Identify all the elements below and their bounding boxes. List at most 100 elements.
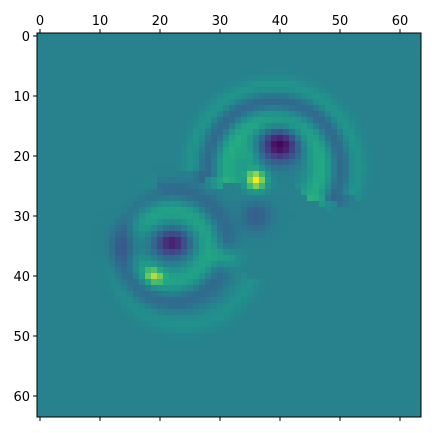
heatmap-cell [277, 291, 284, 298]
heatmap-cell [367, 63, 374, 70]
heatmap-cell [49, 87, 56, 94]
heatmap-cell [373, 261, 380, 268]
heatmap-cell [61, 393, 68, 400]
heatmap-cell [271, 177, 278, 184]
heatmap-cell [151, 321, 158, 328]
heatmap-cell [163, 231, 170, 238]
heatmap-cell [235, 261, 242, 268]
heatmap-cell [367, 93, 374, 100]
heatmap-cell [79, 201, 86, 208]
heatmap-cell [91, 351, 98, 358]
heatmap-cell [49, 105, 56, 112]
heatmap-cell [367, 201, 374, 208]
heatmap-cell [55, 105, 62, 112]
heatmap-cell [229, 351, 236, 358]
heatmap-cell [247, 405, 254, 412]
heatmap-cell [355, 39, 362, 46]
heatmap-cell [241, 177, 248, 184]
heatmap-cell [403, 189, 410, 196]
heatmap-cell [313, 75, 320, 82]
heatmap-cell [217, 243, 224, 250]
heatmap-cell [217, 87, 224, 94]
heatmap-cell [391, 213, 398, 220]
heatmap-cell [127, 117, 134, 124]
heatmap-cell [187, 141, 194, 148]
heatmap-cell [193, 273, 200, 280]
heatmap-cell [373, 231, 380, 238]
heatmap-cell [277, 33, 284, 40]
heatmap-cell [193, 189, 200, 196]
heatmap-cell [355, 117, 362, 124]
heatmap-cell [397, 183, 404, 190]
heatmap-cell [49, 303, 56, 310]
heatmap-cell [163, 171, 170, 178]
heatmap-cell [379, 297, 386, 304]
heatmap-cell [331, 393, 338, 400]
heatmap-cell [97, 333, 104, 340]
heatmap-cell [337, 75, 344, 82]
heatmap-cell [43, 285, 50, 292]
heatmap-cell [247, 75, 254, 82]
heatmap-cell [295, 45, 302, 52]
heatmap-cell [277, 333, 284, 340]
heatmap-cell [217, 369, 224, 376]
heatmap-cell [61, 279, 68, 286]
heatmap-cell [121, 399, 128, 406]
heatmap-cell [193, 153, 200, 160]
heatmap-cell [115, 249, 122, 256]
heatmap-cell [337, 165, 344, 172]
heatmap-cell [157, 165, 164, 172]
heatmap-cell [181, 123, 188, 130]
heatmap-cell [139, 183, 146, 190]
heatmap-cell [115, 33, 122, 40]
heatmap-cell [127, 225, 134, 232]
heatmap-cell [175, 411, 182, 418]
heatmap-cell [169, 207, 176, 214]
heatmap-cell [175, 309, 182, 316]
heatmap-cell [277, 339, 284, 346]
heatmap-cell [157, 45, 164, 52]
heatmap-cell [283, 333, 290, 340]
heatmap-cell [367, 123, 374, 130]
heatmap-cell [265, 63, 272, 70]
heatmap-cell [265, 315, 272, 322]
heatmap-cell [265, 273, 272, 280]
heatmap-cell [121, 351, 128, 358]
heatmap-cell [67, 297, 74, 304]
heatmap-cell [307, 297, 314, 304]
heatmap-cell [175, 117, 182, 124]
heatmap-cell [247, 105, 254, 112]
heatmap-cell [163, 279, 170, 286]
heatmap-cell [379, 231, 386, 238]
heatmap-cell [121, 135, 128, 142]
heatmap-cell [163, 195, 170, 202]
heatmap-cell [61, 345, 68, 352]
heatmap-cell [241, 201, 248, 208]
heatmap-cell [127, 261, 134, 268]
heatmap-cell [211, 405, 218, 412]
heatmap-cell [175, 303, 182, 310]
heatmap-cell [121, 75, 128, 82]
heatmap-cell [415, 165, 422, 172]
heatmap-cell [391, 177, 398, 184]
heatmap-cell [85, 291, 92, 298]
heatmap-cell [343, 159, 350, 166]
heatmap-cell [223, 213, 230, 220]
heatmap-cell [403, 255, 410, 262]
heatmap-cell [181, 237, 188, 244]
heatmap-cell [349, 369, 356, 376]
heatmap-cell [313, 69, 320, 76]
heatmap-cell [337, 183, 344, 190]
heatmap-cell [103, 165, 110, 172]
heatmap-cell [163, 159, 170, 166]
heatmap-cell [79, 39, 86, 46]
heatmap-cell [385, 267, 392, 274]
heatmap-cell [103, 339, 110, 346]
heatmap-cell [253, 147, 260, 154]
heatmap-cell [229, 405, 236, 412]
heatmap-cell [127, 141, 134, 148]
heatmap-cell [205, 69, 212, 76]
heatmap-cell [271, 51, 278, 58]
heatmap-cell [79, 339, 86, 346]
heatmap-cell [43, 129, 50, 136]
